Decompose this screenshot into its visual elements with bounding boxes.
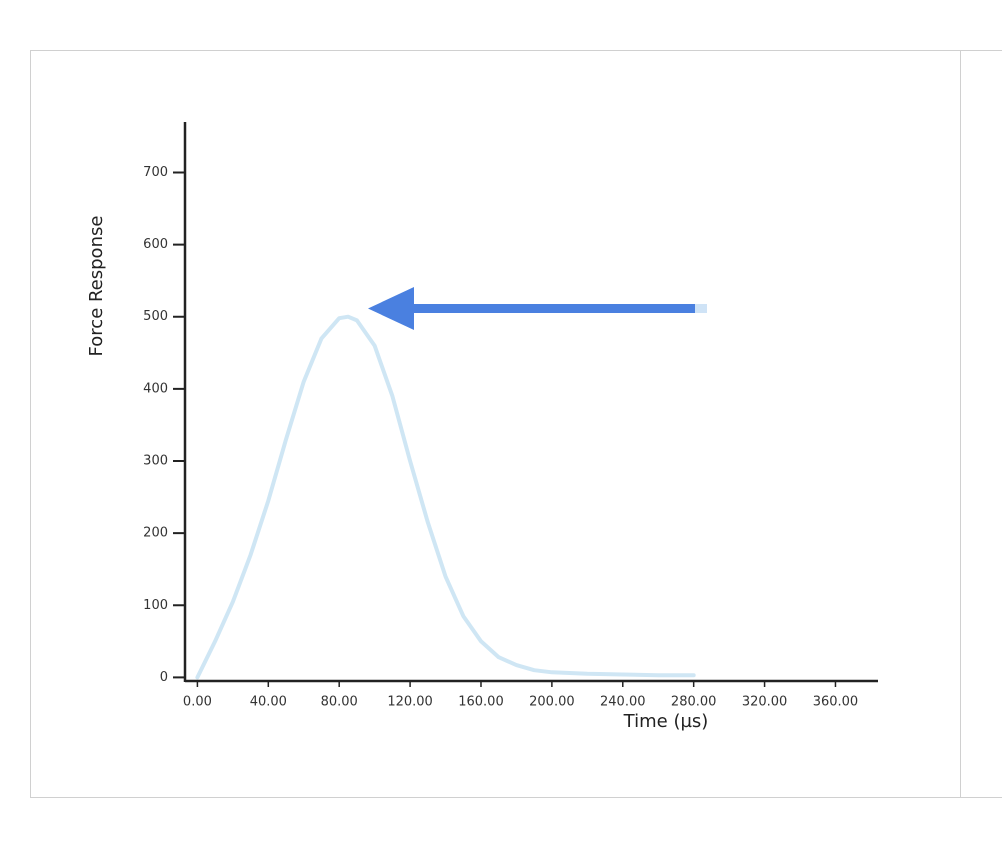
data-line [195, 314, 696, 680]
x-tick-label: 280.00 [671, 695, 717, 710]
x-tick-label: 200.00 [529, 695, 575, 710]
x-tick-label: 160.00 [458, 695, 504, 710]
y-tick-label: 400 [143, 381, 168, 396]
y-tick-label: 500 [143, 309, 168, 324]
x-tick-label: 40.00 [250, 695, 287, 710]
y-tick-label: 200 [143, 526, 168, 541]
annotation-arrow [368, 287, 707, 330]
x-axis-title: Time (µs) [623, 711, 709, 732]
y-tick-label: 700 [143, 165, 168, 180]
y-axis-title: Force Response [86, 216, 107, 357]
y-tick-label: 0 [160, 670, 168, 685]
x-tick-label: 120.00 [387, 695, 433, 710]
x-tick-label: 0.00 [183, 695, 212, 710]
panel-frame [30, 50, 1002, 798]
x-tick-label: 80.00 [321, 695, 358, 710]
x-tick-label: 320.00 [742, 695, 788, 710]
x-tick-label: 240.00 [600, 695, 646, 710]
y-tick-label: 100 [143, 598, 168, 613]
y-tick-label: 600 [143, 237, 168, 252]
x-tick-label: 360.00 [813, 695, 859, 710]
y-tick-label: 300 [143, 454, 168, 469]
